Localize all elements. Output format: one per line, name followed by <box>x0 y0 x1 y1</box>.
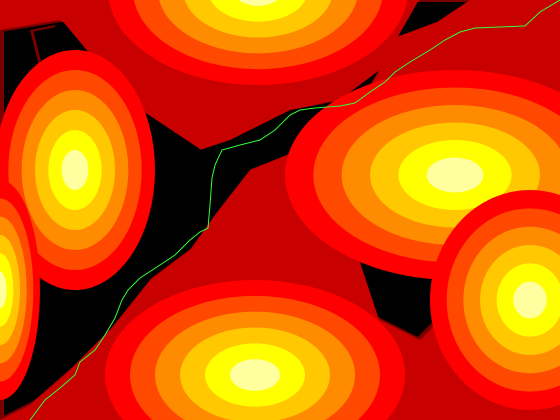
hotspot-0-ring-4 <box>210 0 306 22</box>
hotspot-0-ring-5 <box>238 0 278 6</box>
hotspot-5-ring-5 <box>0 271 7 309</box>
cold-core-3 <box>398 2 467 37</box>
hotspot-3-ring-5 <box>230 359 280 391</box>
path-line <box>29 0 560 420</box>
hotspot-4-ring-5 <box>513 281 547 319</box>
hotspot-2-ring-5 <box>426 157 484 193</box>
hotspot-1-ring-5 <box>61 150 89 190</box>
